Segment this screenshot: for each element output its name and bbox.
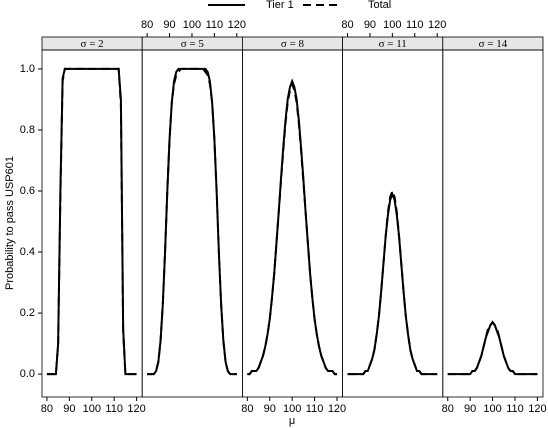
series-line	[247, 81, 337, 376]
x-tick-label: 120	[428, 19, 446, 31]
x-tick-label: 120	[328, 403, 346, 415]
x-tick-label: 80	[442, 403, 454, 415]
series-line	[147, 67, 237, 376]
y-axis-label: Probability to pass USP601	[4, 156, 16, 290]
panel-frame	[442, 49, 544, 398]
y-tick-label: 0.0	[20, 368, 35, 380]
panel-frame	[241, 49, 343, 398]
series-line	[247, 78, 337, 376]
x-tick-label: 110	[306, 403, 324, 415]
x-tick-label: 100	[83, 403, 101, 415]
y-tick-label: 0.8	[20, 124, 35, 136]
x-tick-label: 110	[105, 403, 123, 415]
x-tick-label: 110	[406, 19, 424, 31]
strip-label: σ = 11	[379, 38, 407, 50]
x-tick-label: 90	[264, 403, 276, 415]
panel-frame	[141, 49, 243, 398]
x-tick-label: 110	[506, 403, 524, 415]
x-tick-label: 120	[127, 403, 145, 415]
series-line	[347, 191, 438, 376]
y-tick-label: 0.2	[20, 307, 35, 319]
legend-label: Total	[368, 0, 391, 11]
y-tick-label: 0.4	[20, 246, 35, 258]
x-tick-label: 80	[341, 19, 353, 31]
x-tick-label: 90	[163, 19, 175, 31]
series-line	[447, 320, 538, 376]
x-tick-label: 80	[141, 19, 153, 31]
legend-label: Tier 1	[266, 0, 294, 11]
x-tick-label: 90	[63, 403, 75, 415]
series-line	[347, 188, 438, 376]
strip-label: σ = 14	[479, 38, 508, 50]
panel-frame	[41, 49, 143, 398]
x-tick-label: 100	[283, 403, 301, 415]
series-line	[46, 67, 137, 376]
x-tick-label: 110	[206, 19, 224, 31]
x-tick-label: 100	[383, 19, 401, 31]
x-tick-label: 100	[183, 19, 201, 31]
x-tick-label: 120	[528, 403, 546, 415]
y-tick-label: 0.6	[20, 185, 35, 197]
x-tick-label: 90	[364, 19, 376, 31]
x-tick-label: 120	[228, 19, 246, 31]
x-tick-label: 90	[464, 403, 476, 415]
panel-frame	[342, 49, 444, 398]
strip-label: σ = 8	[281, 38, 305, 50]
strip-label: σ = 5	[181, 38, 205, 50]
y-tick-label: 1.0	[20, 63, 35, 75]
strip-label: σ = 2	[81, 38, 104, 50]
x-tick-label: 80	[241, 403, 253, 415]
series-line	[447, 320, 538, 376]
x-tick-label: 100	[483, 403, 501, 415]
x-tick-label: 80	[41, 403, 53, 415]
x-axis-label: μ	[289, 415, 295, 427]
